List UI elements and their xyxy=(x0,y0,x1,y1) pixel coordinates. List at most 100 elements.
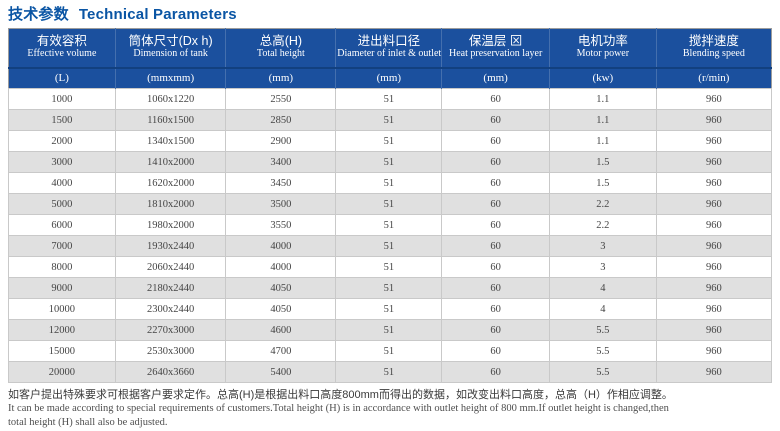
table-cell: 4 xyxy=(548,298,657,320)
table-cell: 3 xyxy=(548,256,657,278)
table-cell: 3500 xyxy=(225,193,337,215)
col-header-en: Diameter of inlet & outlet xyxy=(337,48,442,60)
col-header-heat-preservation-layer: 保温层 ⊠ Heat preservation layer xyxy=(441,28,550,68)
table-cell: 1.5 xyxy=(548,172,657,194)
table-cell: 2530x3000 xyxy=(114,340,227,362)
table-cell: 7000 xyxy=(8,235,116,257)
table-cell: 1000 xyxy=(8,88,116,110)
table-cell: 51 xyxy=(335,193,443,215)
header-unit-row: (L) (mmxmm) (mm) (mm) (mm) (kw) (r/min) xyxy=(8,66,772,89)
table-cell: 3400 xyxy=(225,151,337,173)
table-cell: 960 xyxy=(655,235,773,257)
table-row: 3000 1410x2000 3400 51 60 1.5 960 xyxy=(8,151,773,173)
technical-parameters-table: 有效容积 Effective volume 筒体尺寸(Dx h) Dimensi… xyxy=(8,28,773,383)
table-row: 4000 1620x2000 3450 51 60 1.5 960 xyxy=(8,172,773,194)
col-header-zh: 电机功率 xyxy=(577,34,628,49)
table-cell: 1.1 xyxy=(548,130,657,152)
table-cell: 6000 xyxy=(8,214,116,236)
table-cell: 4000 xyxy=(225,256,337,278)
table-cell: 1810x2000 xyxy=(114,193,227,215)
table-cell: 60 xyxy=(441,109,550,131)
col-header-en: Effective volume xyxy=(27,48,97,60)
col-header-blending-speed: 搅拌速度 Blending speed xyxy=(655,28,772,68)
table-cell: 4000 xyxy=(225,235,337,257)
table-cell: 2270x3000 xyxy=(114,319,227,341)
table-row: 5000 1810x2000 3500 51 60 2.2 960 xyxy=(8,193,773,215)
unit-cell: (L) xyxy=(8,66,116,89)
unit-cell: (mmxmm) xyxy=(114,66,226,89)
col-header-zh: 筒体尺寸(Dx h) xyxy=(128,34,213,49)
table-row: 8000 2060x2440 4000 51 60 3 960 xyxy=(8,256,773,278)
table-cell: 1620x2000 xyxy=(114,172,227,194)
table-cell: 60 xyxy=(441,277,550,299)
table-cell: 60 xyxy=(441,88,550,110)
footnote: 如客户提出特殊要求可根据客户要求定作。总高(H)是根据出料口高度800mm而得出… xyxy=(8,388,774,431)
table-row: 2000 1340x1500 2900 51 60 1.1 960 xyxy=(8,130,773,152)
table-cell: 60 xyxy=(441,319,550,341)
table-cell: 1980x2000 xyxy=(114,214,227,236)
footnote-zh: 如客户提出特殊要求可根据客户要求定作。总高(H)是根据出料口高度800mm而得出… xyxy=(8,389,673,401)
table-cell: 960 xyxy=(655,340,773,362)
table-cell: 9000 xyxy=(8,277,116,299)
table-cell: 960 xyxy=(655,214,773,236)
header-name-row: 有效容积 Effective volume 筒体尺寸(Dx h) Dimensi… xyxy=(8,28,772,68)
table-cell: 2.2 xyxy=(548,193,657,215)
table-cell: 2550 xyxy=(225,88,337,110)
table-cell: 4050 xyxy=(225,298,337,320)
col-header-zh: 进出料口径 xyxy=(357,34,421,49)
table-cell: 51 xyxy=(335,235,443,257)
table-cell: 20000 xyxy=(8,361,116,383)
table-row: 12000 2270x3000 4600 51 60 5.5 960 xyxy=(8,319,773,341)
col-header-en: Heat preservation layer xyxy=(448,48,543,60)
page-title: 技术参数 Technical Parameters xyxy=(0,0,780,28)
page-title-en: Technical Parameters xyxy=(78,6,237,23)
table-cell: 2640x3660 xyxy=(114,361,227,383)
table-cell: 960 xyxy=(655,88,773,110)
table-cell: 4700 xyxy=(225,340,337,362)
table-cell: 5000 xyxy=(8,193,116,215)
col-header-total-height: 总高(H) Total height xyxy=(225,28,336,68)
table-cell: 960 xyxy=(655,109,773,131)
table-cell: 960 xyxy=(655,277,773,299)
unit-cell: (mm) xyxy=(225,66,336,89)
col-header-en: Blending speed xyxy=(682,48,745,60)
table-cell: 960 xyxy=(655,172,773,194)
table-cell: 1060x1220 xyxy=(114,88,227,110)
table-cell: 51 xyxy=(335,88,443,110)
table-cell: 60 xyxy=(441,130,550,152)
table-body: 1000 1060x1220 2550 51 60 1.1 960 1500 1160x1500… xyxy=(8,88,773,383)
footnote-en-line2: total height (H) shall also be adjusted. xyxy=(8,417,168,429)
unit-cell: (mm) xyxy=(441,66,550,89)
table-cell: 2180x2440 xyxy=(114,277,227,299)
page-title-zh: 技术参数 xyxy=(8,6,69,23)
unit-cell: (r/min) xyxy=(655,66,772,89)
table-row: 10000 2300x2440 4050 51 60 4 960 xyxy=(8,298,773,320)
col-header-en: Dimension of tank xyxy=(133,48,208,60)
table-cell: 2060x2440 xyxy=(114,256,227,278)
table-cell: 3450 xyxy=(225,172,337,194)
table-row: 1000 1060x1220 2550 51 60 1.1 960 xyxy=(8,88,773,110)
table-cell: 1500 xyxy=(8,109,116,131)
table-cell: 1.5 xyxy=(548,151,657,173)
table-cell: 3550 xyxy=(225,214,337,236)
table-cell: 12000 xyxy=(8,319,116,341)
table-cell: 4000 xyxy=(8,172,116,194)
table-cell: 5.5 xyxy=(548,340,657,362)
table-cell: 2850 xyxy=(225,109,337,131)
table-cell: 51 xyxy=(335,256,443,278)
table-cell: 1930x2440 xyxy=(114,235,227,257)
table-cell: 1.1 xyxy=(548,88,657,110)
table-row: 1500 1160x1500 2850 51 60 1.1 960 xyxy=(8,109,773,131)
unit-cell: (mm) xyxy=(335,66,442,89)
table-cell: 960 xyxy=(655,256,773,278)
table-cell: 51 xyxy=(335,319,443,341)
table-cell: 60 xyxy=(441,151,550,173)
table-cell: 4600 xyxy=(225,319,337,341)
col-header-zh: 搅拌速度 xyxy=(688,34,739,49)
table-cell: 60 xyxy=(441,193,550,215)
footnote-en-line1: It can be made according to special requ… xyxy=(8,403,669,415)
table-cell: 4 xyxy=(548,277,657,299)
table-cell: 960 xyxy=(655,193,773,215)
table-row: 6000 1980x2000 3550 51 60 2.2 960 xyxy=(8,214,773,236)
table-cell: 51 xyxy=(335,298,443,320)
